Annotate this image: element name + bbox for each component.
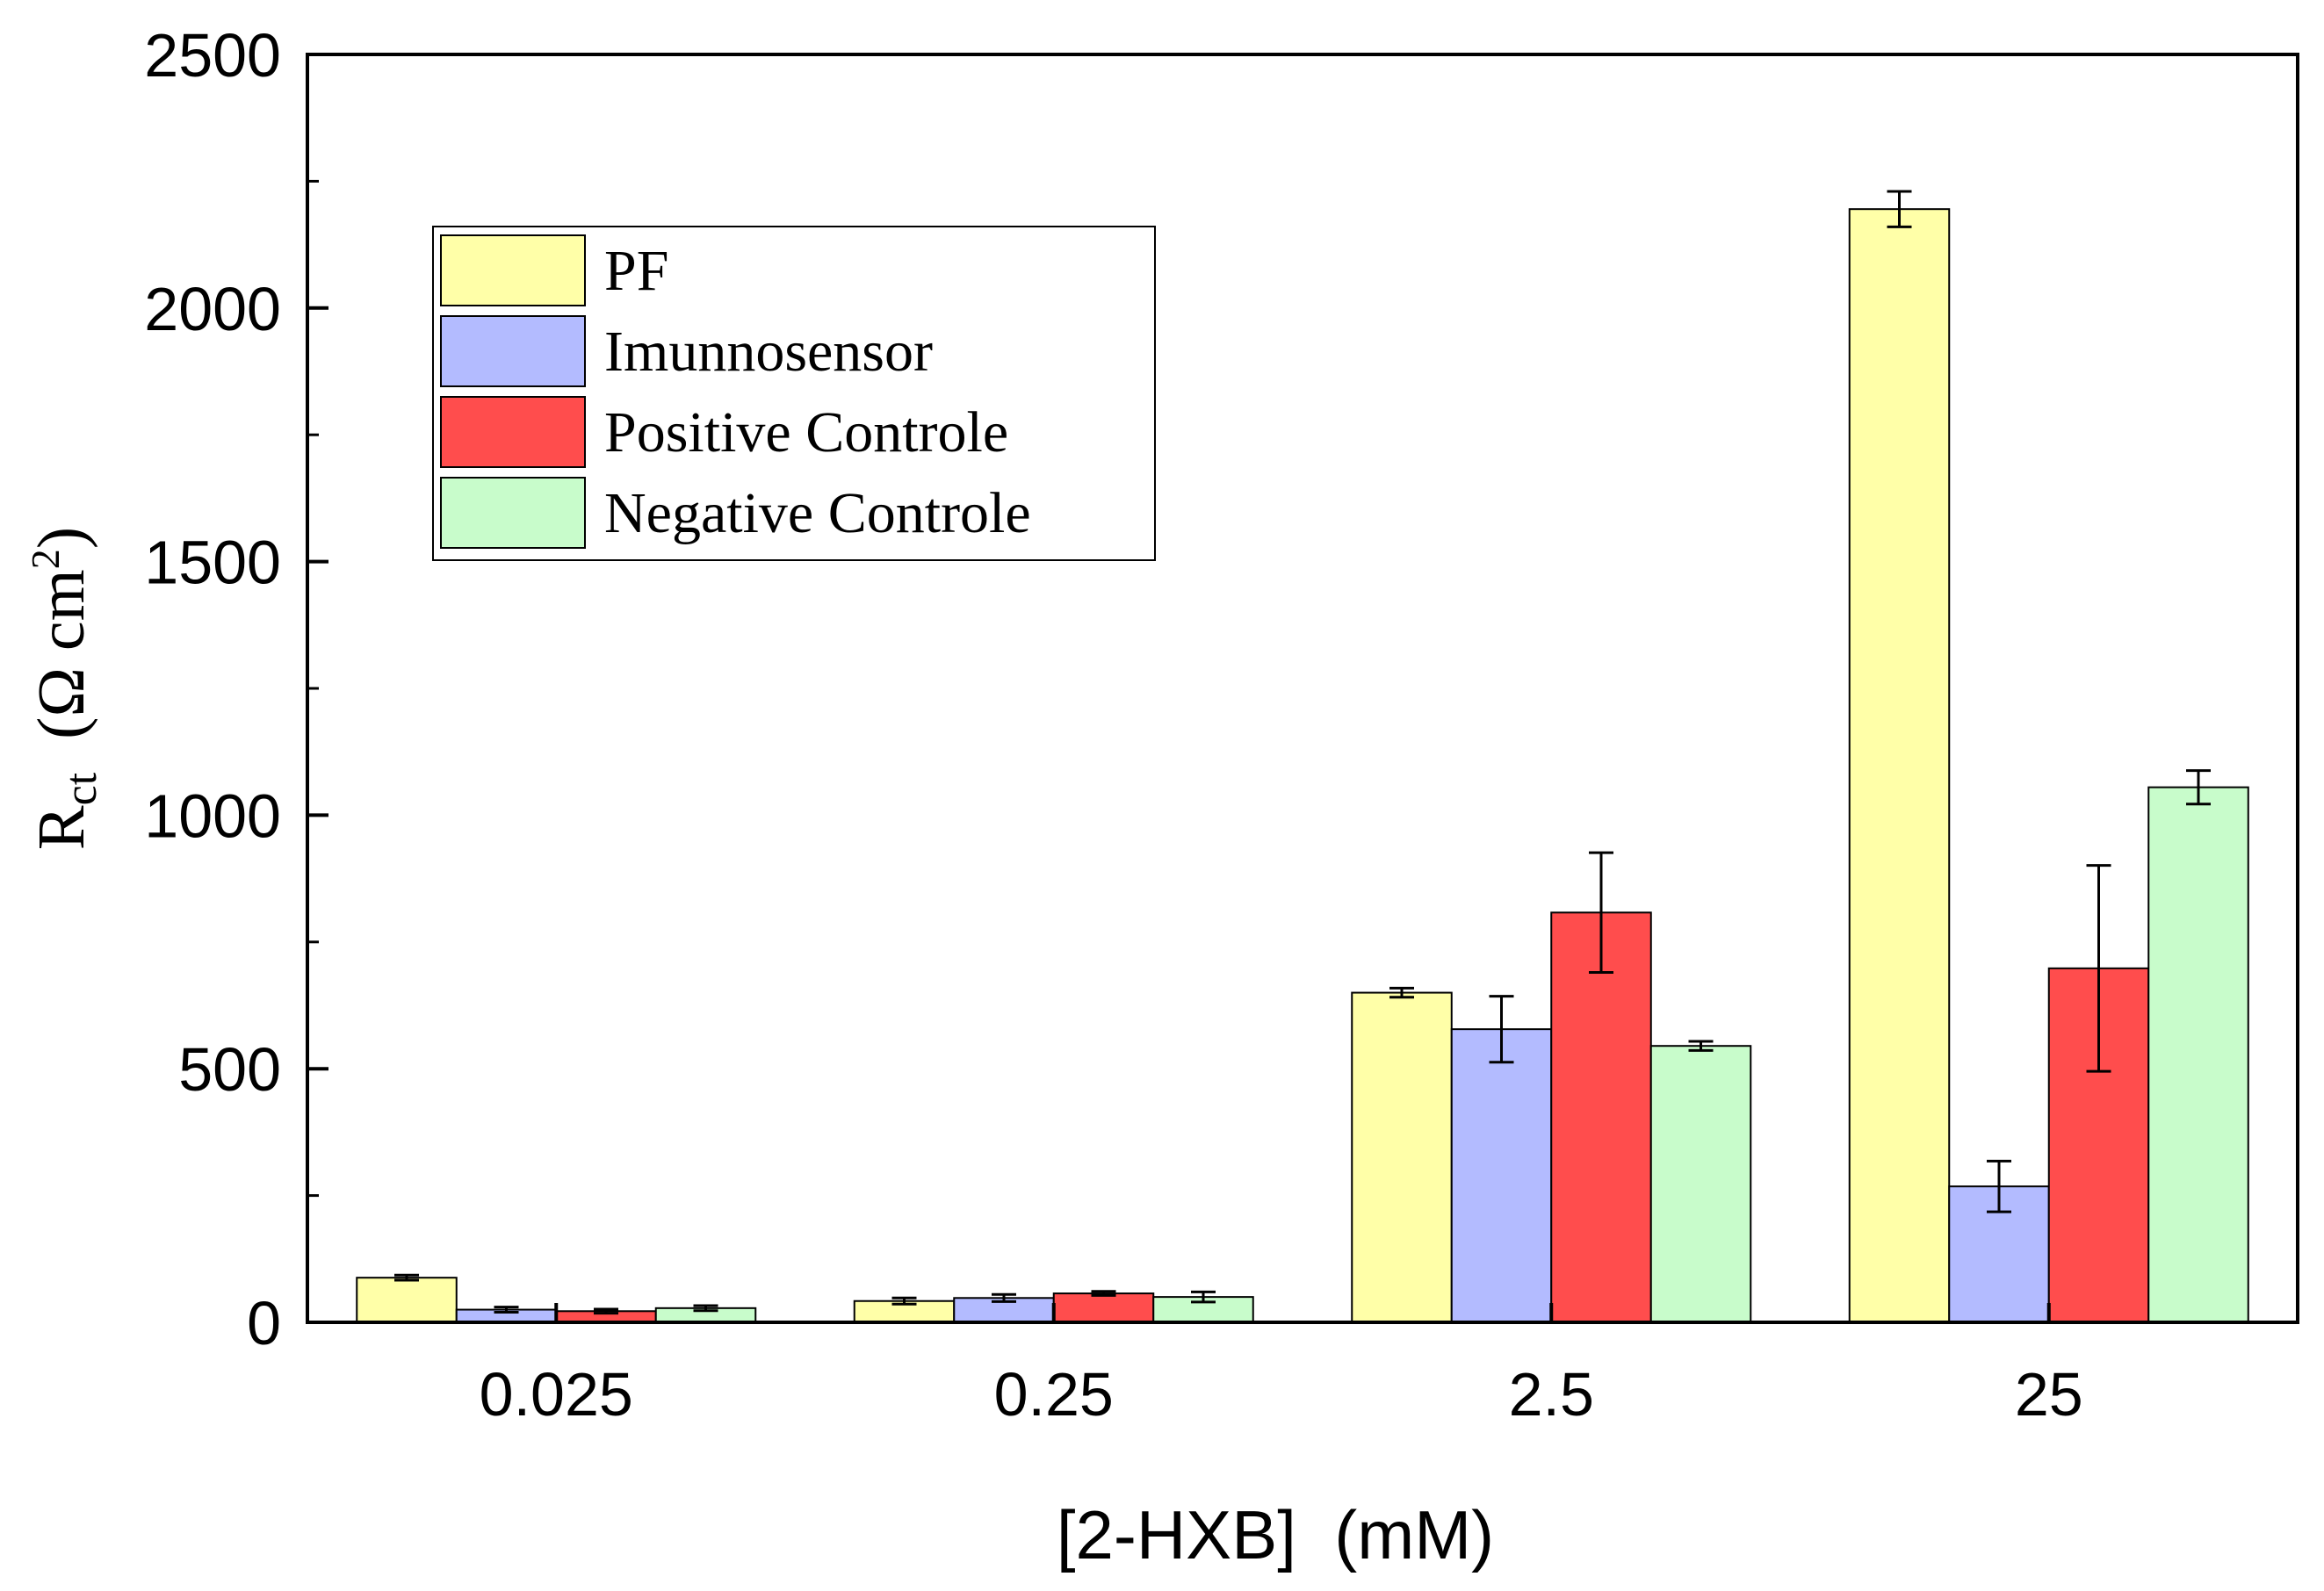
y-axis: 0 500 1000 1500 2000 2500 [144, 21, 328, 1357]
y-tick-label: 1500 [144, 529, 281, 597]
error-bar-imunnosensor-0-25 [992, 1292, 1016, 1303]
error-bar-negative-controle-25 [2186, 769, 2211, 806]
legend-label: Positive Controle [604, 400, 1008, 464]
error-bar-pf-2-5 [1389, 986, 1414, 999]
error-bar-positive-controle-0-25 [1091, 1290, 1116, 1297]
error-bar-positive-controle-0-025 [594, 1307, 618, 1315]
y-axis-title-superscript: 2 [23, 549, 68, 569]
error-bar-imunnosensor-0-025 [494, 1306, 519, 1314]
y-tick-label: 2000 [144, 275, 281, 343]
y-tick-label: 1000 [144, 781, 281, 850]
x-tick-label: 0.25 [994, 1360, 1114, 1429]
y-tick-label: 2500 [144, 21, 281, 90]
legend-item-positive-controle: Positive Controle [440, 396, 1008, 468]
y-tick-label: 0 [247, 1289, 281, 1357]
bar-imunnosensor-2-5 [1450, 1028, 1553, 1324]
y-axis-title-units-close: ) [25, 527, 98, 549]
legend-swatch [440, 396, 586, 468]
x-axis-title: [2-HXB] (mM) [1057, 1496, 1494, 1573]
legend-item-negative-controle: Negative Controle [440, 477, 1031, 549]
error-bar-imunnosensor-25 [1987, 1159, 2011, 1213]
error-bar-imunnosensor-2-5 [1489, 995, 1514, 1064]
bar-negative-controle-2-5 [1649, 1045, 1752, 1323]
legend-swatch [440, 477, 586, 549]
bar-positive-controle-2-5 [1550, 911, 1652, 1323]
bar-pf-0-025 [356, 1277, 458, 1323]
legend-swatch [440, 234, 586, 306]
legend-label: Imunnosensor [604, 320, 933, 384]
bar-pf-2-5 [1351, 991, 1453, 1324]
y-axis-title-subscript: ct [56, 772, 106, 805]
bars-layer [356, 208, 2249, 1324]
bar-negative-controle-25 [2147, 786, 2249, 1323]
error-bar-positive-controle-25 [2086, 864, 2111, 1073]
y-tick-label: 500 [178, 1035, 281, 1104]
legend-label: Negative Controle [604, 481, 1031, 545]
error-bar-pf-25 [1887, 190, 1912, 228]
x-tick-label: 2.5 [1509, 1360, 1594, 1429]
bar-positive-controle-0-25 [1052, 1292, 1155, 1323]
error-bar-pf-0-25 [891, 1296, 917, 1306]
legend-label: PF [604, 239, 668, 303]
legend-item-imunnosensor: Imunnosensor [440, 315, 933, 387]
error-bar-negative-controle-2-5 [1688, 1040, 1714, 1052]
y-axis-title-units: (Ω cm [25, 569, 98, 773]
y-axis-title: Rct (Ω cm2) [23, 527, 106, 850]
error-bar-positive-controle-2-5 [1589, 851, 1613, 974]
error-bar-negative-controle-0-25 [1191, 1290, 1216, 1304]
legend-item-pf: PF [440, 234, 668, 306]
x-tick-label: 0.025 [480, 1360, 633, 1429]
error-bar-pf-0-025 [394, 1273, 419, 1282]
x-tick-label: 25 [2015, 1360, 2083, 1429]
error-bar-negative-controle-0-025 [693, 1304, 718, 1313]
y-axis-title-main: R [25, 805, 98, 850]
legend: PF Imunnosensor Positive Controle Negative … [432, 226, 1156, 561]
x-axis: 0.025 0.25 2.5 25 [480, 1303, 2083, 1429]
legend-swatch [440, 315, 586, 387]
bar-pf-25 [1848, 208, 1951, 1324]
error-bars-layer [394, 190, 2211, 1315]
